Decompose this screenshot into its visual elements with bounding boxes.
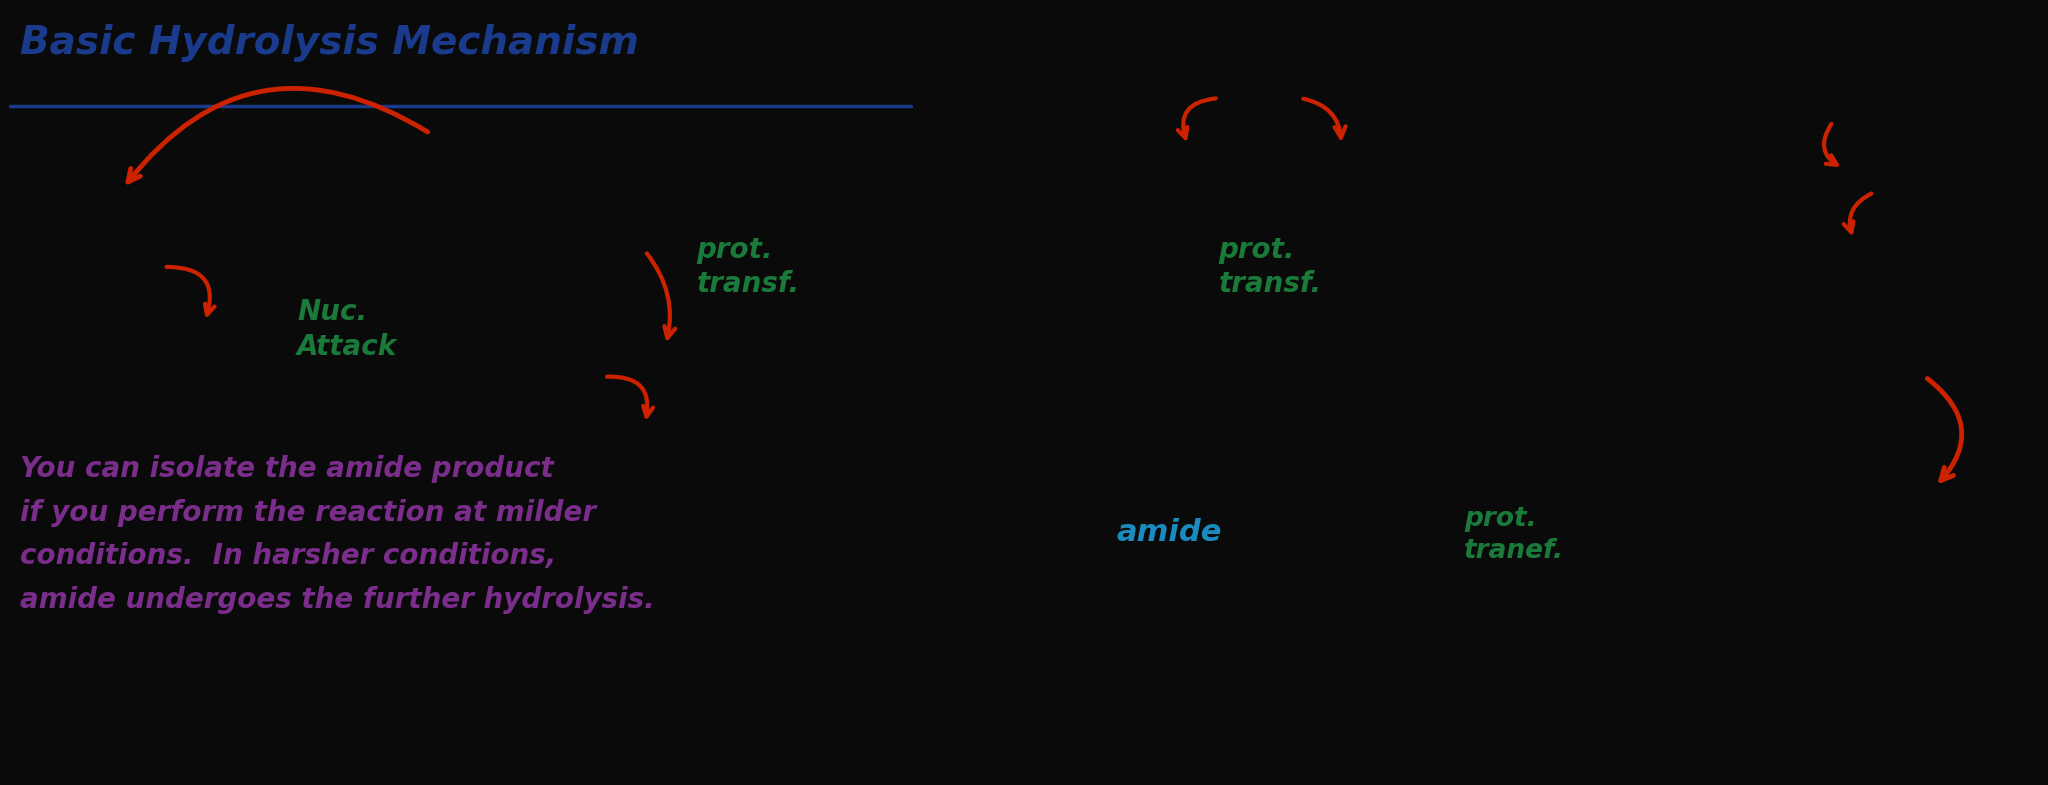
Text: Nuc.
Attack: Nuc. Attack — [297, 298, 397, 361]
Text: amide: amide — [1116, 518, 1221, 547]
FancyArrowPatch shape — [606, 377, 653, 417]
Text: prot.
tranef.: prot. tranef. — [1464, 506, 1565, 564]
Text: You can isolate the amide product
if you perform the reaction at milder
conditio: You can isolate the amide product if you… — [20, 455, 655, 614]
FancyArrowPatch shape — [647, 254, 676, 338]
FancyArrowPatch shape — [1303, 99, 1346, 138]
FancyArrowPatch shape — [1927, 378, 1962, 480]
FancyArrowPatch shape — [1843, 194, 1872, 232]
Text: prot.
transf.: prot. transf. — [696, 236, 799, 298]
FancyArrowPatch shape — [1825, 124, 1837, 165]
Text: prot.
transf.: prot. transf. — [1219, 236, 1321, 298]
FancyArrowPatch shape — [166, 267, 215, 315]
FancyArrowPatch shape — [1178, 98, 1217, 138]
FancyArrowPatch shape — [127, 89, 428, 182]
Text: Basic Hydrolysis Mechanism: Basic Hydrolysis Mechanism — [20, 24, 639, 61]
